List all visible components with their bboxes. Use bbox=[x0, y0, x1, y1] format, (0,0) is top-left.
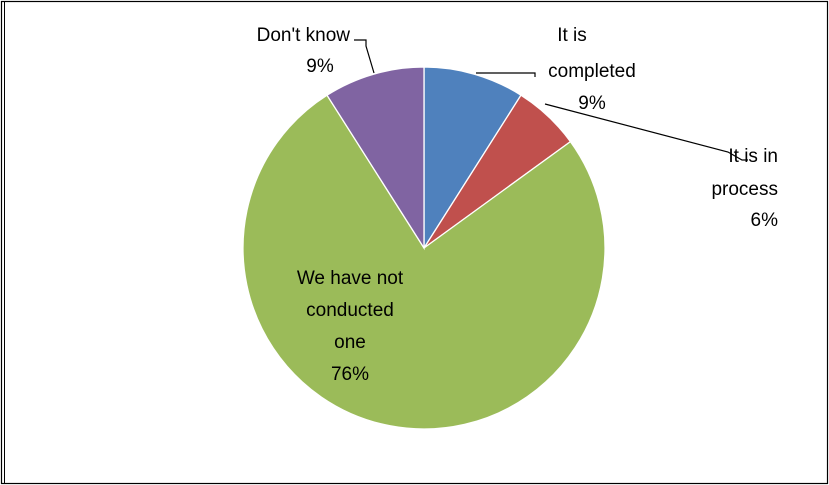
slice-label-0-line-1: completed bbox=[548, 61, 636, 82]
pie-slices bbox=[242, 66, 606, 430]
leader-lines bbox=[354, 39, 748, 161]
slice-percent-3: 9% bbox=[306, 56, 334, 77]
slice-label-2-line-2: one bbox=[334, 332, 366, 353]
slice-percent-2: 76% bbox=[331, 364, 369, 385]
leader-line-1 bbox=[544, 103, 748, 161]
pie-slice-0 bbox=[423, 66, 522, 251]
slice-labels: It is completed 9% It is in process 6% We have… bbox=[257, 25, 779, 385]
slice-percent-1: 6% bbox=[751, 210, 779, 231]
leader-line-3 bbox=[354, 39, 375, 74]
slice-label-0-line-0: It is bbox=[557, 25, 587, 46]
slice-label-3-line-0: Don't know bbox=[257, 25, 351, 46]
slice-label-2-line-1: conducted bbox=[306, 300, 394, 321]
slice-label-1-line-1: process bbox=[711, 179, 778, 200]
leader-line-0 bbox=[476, 72, 536, 77]
slice-percent-0: 9% bbox=[578, 93, 606, 114]
pie-slice-2 bbox=[242, 94, 606, 430]
pie-slice-3 bbox=[326, 66, 425, 251]
slice-label-1-line-0: It is in bbox=[728, 146, 778, 167]
slice-label-2-line-0: We have not bbox=[297, 268, 404, 289]
